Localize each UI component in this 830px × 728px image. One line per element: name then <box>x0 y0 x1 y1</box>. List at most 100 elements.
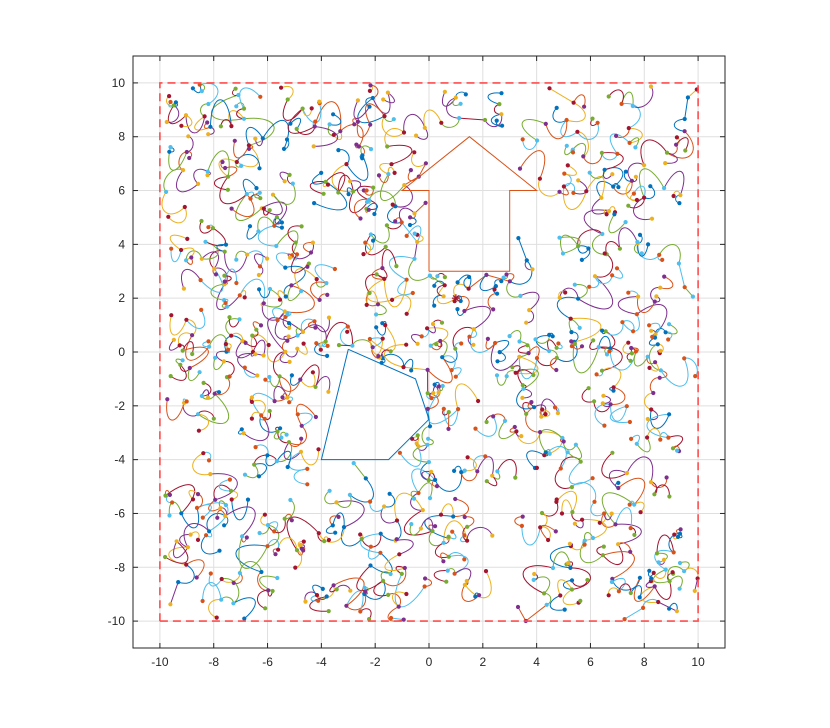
tree-edge <box>560 456 582 469</box>
tree-edge <box>180 247 195 261</box>
tree-edge <box>340 526 363 547</box>
tree-node <box>422 584 427 589</box>
tree-node <box>650 334 655 339</box>
tree-node <box>171 103 176 108</box>
tree-node <box>234 159 239 165</box>
tree-edge <box>654 581 672 600</box>
tree-edge <box>453 498 469 518</box>
tree-node <box>283 349 288 354</box>
tree-edge <box>560 119 578 138</box>
tree-node <box>502 418 508 423</box>
tree-edge <box>395 184 413 208</box>
tree-node <box>442 89 447 94</box>
tree-node <box>514 429 519 434</box>
tree-edge <box>391 591 407 608</box>
tree-edge <box>325 524 336 534</box>
tree-node <box>256 229 261 234</box>
tree-node <box>240 534 245 539</box>
tree-node <box>237 293 242 298</box>
tree-edge <box>657 601 678 612</box>
tree-node <box>164 189 169 194</box>
tree-node <box>439 320 445 325</box>
tree-node <box>265 453 270 458</box>
tree-node <box>672 532 677 537</box>
tree-node <box>642 195 647 200</box>
tree-edge <box>663 170 685 196</box>
tree-nodes <box>163 82 700 624</box>
tree-edge <box>427 392 459 425</box>
tree-edge <box>460 471 478 482</box>
tree-node <box>289 518 294 523</box>
tree-node <box>389 162 394 167</box>
tree-edge <box>436 284 457 304</box>
tree-node <box>652 299 657 304</box>
tree-edge <box>549 87 574 104</box>
tree-node <box>266 342 271 348</box>
tree-node <box>462 533 467 538</box>
tree-edge <box>421 425 431 446</box>
tree-node <box>211 416 216 421</box>
tree-node <box>223 503 229 508</box>
tree-node <box>616 589 622 594</box>
tree-node <box>600 401 605 406</box>
tree-node <box>578 459 583 464</box>
tree-edge <box>361 533 382 548</box>
tree-node <box>671 193 676 199</box>
tree-node <box>229 124 234 129</box>
tree-node <box>177 343 182 348</box>
tree-node <box>626 203 631 208</box>
tree-edge <box>633 351 649 367</box>
tree-node <box>634 312 640 317</box>
tree-node <box>267 286 273 292</box>
tree-edge <box>250 334 270 353</box>
tree-edge <box>252 321 262 331</box>
tree-edge <box>678 263 686 288</box>
tree-edge <box>656 534 675 554</box>
tree-node <box>355 98 360 103</box>
tree-node <box>374 272 379 277</box>
tree-node <box>677 201 682 206</box>
tree-edge <box>165 484 196 514</box>
tree-node <box>616 542 621 547</box>
tree-edge <box>650 477 668 488</box>
tree-edge <box>381 249 397 269</box>
tree-edge <box>161 191 186 215</box>
tree-node <box>513 475 518 480</box>
tree-node <box>272 529 277 534</box>
tree-edge <box>336 494 352 508</box>
tree-node <box>412 150 417 155</box>
tree-node <box>587 284 592 289</box>
tree-node <box>476 398 481 404</box>
tree-node <box>653 332 658 337</box>
tree-node <box>195 492 201 497</box>
tree-node <box>483 569 489 574</box>
y-tick-label: -4 <box>114 453 125 467</box>
tree-node <box>444 579 449 584</box>
tree-node <box>427 273 432 278</box>
tree-node <box>641 605 646 611</box>
tree-edge <box>258 288 271 299</box>
tree-edge <box>279 171 290 182</box>
tree-node <box>520 383 525 388</box>
tree-node <box>312 124 317 129</box>
tree-edge <box>675 137 689 151</box>
tree-node <box>518 293 523 298</box>
tree-node <box>219 597 224 602</box>
tree-edge <box>617 296 639 315</box>
y-tick-label: 0 <box>118 345 125 359</box>
tree-node <box>492 287 497 292</box>
tree-edge <box>296 126 316 135</box>
tree-node <box>383 244 388 249</box>
tree-node <box>462 582 467 587</box>
tree-edge <box>464 456 477 472</box>
tree-node <box>420 508 425 513</box>
tree-edge <box>521 525 541 546</box>
tree-edge <box>272 183 296 205</box>
tree-edge <box>594 275 613 285</box>
tree-node <box>167 94 172 99</box>
tree-edge <box>643 185 656 199</box>
tree-node <box>196 428 201 433</box>
tree-node <box>434 484 440 489</box>
tree-node <box>300 329 306 334</box>
tree-edge <box>490 113 503 127</box>
